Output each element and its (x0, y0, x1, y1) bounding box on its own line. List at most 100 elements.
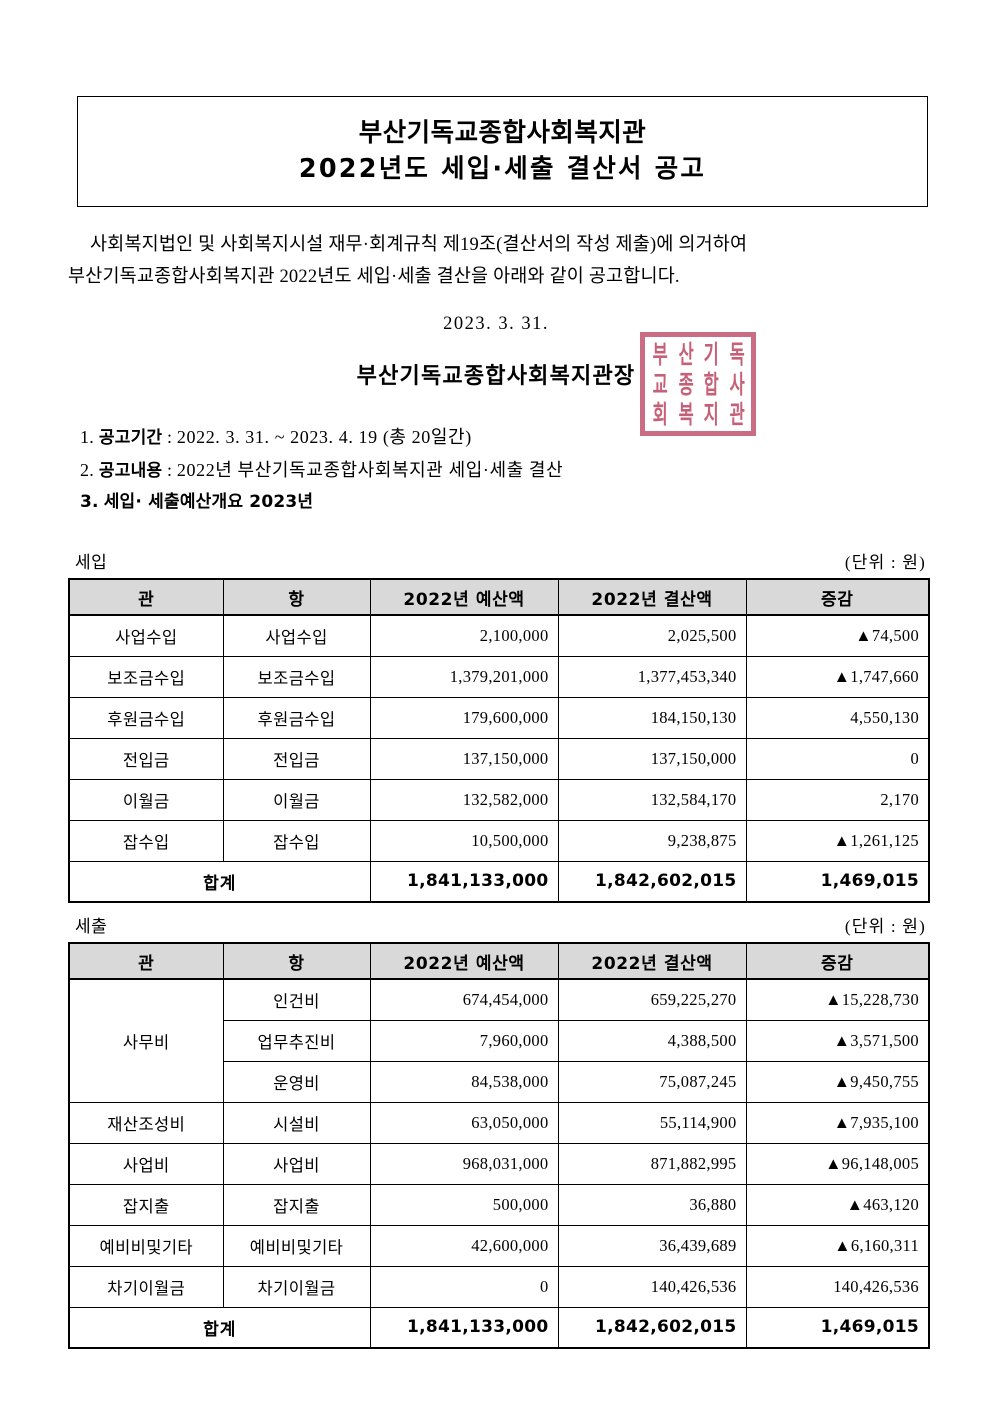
cell-hang: 전입금 (222, 737, 371, 780)
seal-glyph: 교 (652, 369, 668, 399)
table-row: 보조금수입 보조금수입 1,379,201,000 1,377,453,340 ▲1,7… (68, 655, 930, 698)
title-box: 부산기독교종합사회복지관 2022년도 세입·세출 결산서 공고 (77, 96, 928, 207)
announcement-item-1: 1. 공고기간 : 2022. 3. 31. ~ 2023. 4. 19 (총 2… (80, 428, 940, 447)
cell-settled: 871,882,995 (557, 1142, 747, 1185)
cell-gwan: 전입금 (68, 737, 224, 780)
cell-budget: 179,600,000 (369, 696, 559, 739)
seal-glyph: 기 (703, 339, 719, 369)
cell-diff: ▲15,228,730 (745, 978, 930, 1021)
cell-budget: 10,500,000 (369, 819, 559, 862)
cell-settled: 4,388,500 (557, 1019, 747, 1062)
announcement-item-label: 공고내용 (98, 461, 163, 481)
col-header-gwan: 관 (68, 942, 224, 980)
col-header-diff: 증감 (745, 942, 930, 980)
revenue-table-body: 사업수입 사업수입 2,100,000 2,025,500 ▲74,500 보조금수입 보조… (68, 614, 930, 903)
cell-gwan: 차기이월금 (68, 1265, 224, 1308)
table-row: 사무비 인건비 674,454,000 659,225,270 ▲15,228,730 (68, 978, 930, 1103)
page-title-line-2: 2022년도 세입·세출 결산서 공고 (298, 153, 707, 184)
cell-budget: 1,379,201,000 (369, 655, 559, 698)
cell-hang: 이월금 (222, 778, 371, 821)
cell-total-label: 합계 (68, 1306, 371, 1349)
table-row: 잡지출 잡지출 500,000 36,880 ▲463,120 (68, 1183, 930, 1226)
cell-hang: 인건비 (222, 978, 371, 1021)
table-total-row: 합계 1,841,133,000 1,842,602,015 1,469,015 (68, 860, 930, 903)
cell-hang: 차기이월금 (222, 1265, 371, 1308)
cell-settled: 132,584,170 (557, 778, 747, 821)
cell-hang: 운영비 (222, 1060, 371, 1103)
expenditure-header-row: 관 항 2022년 예산액 2022년 결산액 증감 (68, 942, 930, 980)
cell-settled: 184,150,130 (557, 696, 747, 739)
revenue-table: 관 항 2022년 예산액 2022년 결산액 증감 사업수입 사업수입 2,100… (68, 578, 930, 903)
cell-diff: ▲7,935,100 (745, 1101, 930, 1144)
cell-hang: 사업비 (222, 1142, 371, 1185)
announcement-item-label: 세입· 세출예산개요 2023년 (103, 492, 314, 512)
cell-settled: 1,377,453,340 (557, 655, 747, 698)
announcement-item-value: 2022년 부산기독교종합사회복지관 세입·세출 결산 (176, 460, 564, 480)
announcement-item-number: 3. (80, 492, 99, 512)
seal-glyph: 부 (652, 339, 668, 369)
cell-total-diff: 1,469,015 (745, 1306, 930, 1349)
col-header-budget: 2022년 예산액 (369, 578, 559, 616)
cell-budget: 63,050,000 (369, 1101, 559, 1144)
expenditure-table-block: 세출 (단위 : 원) 관 항 2022년 예산액 2022년 결산액 증감 사… (68, 912, 930, 1349)
expenditure-unit-note: (단위 : 원) (844, 917, 926, 936)
seal-glyph: 산 (678, 339, 693, 369)
cell-settled: 137,150,000 (557, 737, 747, 780)
cell-gwan: 잡수입 (68, 819, 224, 862)
cell-diff: ▲1,747,660 (745, 655, 930, 698)
cell-total-diff: 1,469,015 (745, 860, 930, 903)
col-header-settled: 2022년 결산액 (557, 942, 747, 980)
cell-diff: 140,426,536 (745, 1265, 930, 1308)
cell-budget: 0 (369, 1265, 559, 1308)
cell-gwan: 잡지출 (68, 1183, 224, 1226)
announcement-item-label: 공고기간 (98, 428, 163, 448)
cell-diff: ▲9,450,755 (745, 1060, 930, 1103)
cell-budget: 7,960,000 (369, 1019, 559, 1062)
cell-gwan: 사업수입 (68, 614, 224, 657)
table-row: 후원금수입 후원금수입 179,600,000 184,150,130 4,550,13… (68, 696, 930, 739)
seal-glyph: 관 (729, 399, 744, 429)
seal-glyph: 사 (729, 369, 744, 399)
intro-paragraph: 사회복지법인 및 사회복지시설 재무·회계규칙 제19조(결산서의 작성 제출)… (68, 230, 928, 294)
revenue-caption-row: 세입 (단위 : 원) (68, 548, 928, 578)
cell-total-budget: 1,841,133,000 (369, 1306, 559, 1349)
col-header-gwan: 관 (68, 578, 224, 616)
cell-hang: 후원금수입 (222, 696, 371, 739)
table-row: 사업비 사업비 968,031,000 871,882,995 ▲96,148,005 (68, 1142, 930, 1185)
cell-settled: 36,439,689 (557, 1224, 747, 1267)
expenditure-caption: 세출 (75, 917, 108, 936)
col-header-budget: 2022년 예산액 (369, 942, 559, 980)
col-header-hang: 항 (222, 942, 371, 980)
signer-title: 부산기독교종합사회복지관장 (356, 364, 636, 389)
cell-total-budget: 1,841,133,000 (369, 860, 559, 903)
col-header-settled: 2022년 결산액 (557, 578, 747, 616)
col-header-hang: 항 (222, 578, 371, 616)
expenditure-caption-row: 세출 (단위 : 원) (68, 912, 928, 942)
seal-glyph: 합 (703, 369, 719, 399)
table-row: 전입금 전입금 137,150,000 137,150,000 0 (68, 737, 930, 780)
cell-hang: 잡지출 (222, 1183, 371, 1226)
cell-diff: 2,170 (745, 778, 930, 821)
cell-gwan: 이월금 (68, 778, 224, 821)
seal-glyph: 종 (678, 369, 693, 399)
issue-date: 2023. 3. 31. (443, 314, 549, 334)
cell-budget: 968,031,000 (369, 1142, 559, 1185)
cell-gwan: 예비비및기타 (68, 1224, 224, 1267)
table-row: 잡수입 잡수입 10,500,000 9,238,875 ▲1,261,125 (68, 819, 930, 862)
cell-diff: ▲74,500 (745, 614, 930, 657)
cell-total-settled: 1,842,602,015 (557, 1306, 747, 1349)
cell-diff: ▲3,571,500 (745, 1019, 930, 1062)
col-header-diff: 증감 (745, 578, 930, 616)
page-title-line-1: 부산기독교종합사회복지관 (358, 118, 647, 149)
table-row: 사업수입 사업수입 2,100,000 2,025,500 ▲74,500 (68, 614, 930, 657)
seal-glyph: 독 (729, 339, 744, 369)
revenue-header-row: 관 항 2022년 예산액 2022년 결산액 증감 (68, 578, 930, 616)
announcement-item-2: 2. 공고내용 : 2022년 부산기독교종합사회복지관 세입·세출 결산 (80, 461, 940, 480)
cell-budget: 84,538,000 (369, 1060, 559, 1103)
cell-settled: 2,025,500 (557, 614, 747, 657)
cell-budget: 42,600,000 (369, 1224, 559, 1267)
cell-settled: 75,087,245 (557, 1060, 747, 1103)
table-total-row: 합계 1,841,133,000 1,842,602,015 1,469,015 (68, 1306, 930, 1349)
cell-settled: 140,426,536 (557, 1265, 747, 1308)
expenditure-table: 관 항 2022년 예산액 2022년 결산액 증감 사무비 인건비 674,454… (68, 942, 930, 1349)
